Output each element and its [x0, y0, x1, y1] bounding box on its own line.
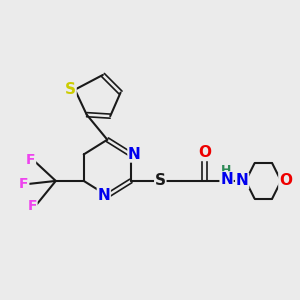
Text: F: F [28, 199, 37, 213]
Text: S: S [65, 82, 76, 97]
Text: O: O [198, 146, 211, 160]
Text: H: H [221, 164, 232, 177]
Text: N: N [128, 147, 141, 162]
Text: O: O [279, 173, 292, 188]
Text: N: N [236, 173, 248, 188]
Text: N: N [98, 188, 110, 203]
Text: S: S [155, 173, 166, 188]
Text: F: F [26, 153, 35, 167]
Text: N: N [220, 172, 233, 187]
Text: F: F [19, 177, 29, 191]
